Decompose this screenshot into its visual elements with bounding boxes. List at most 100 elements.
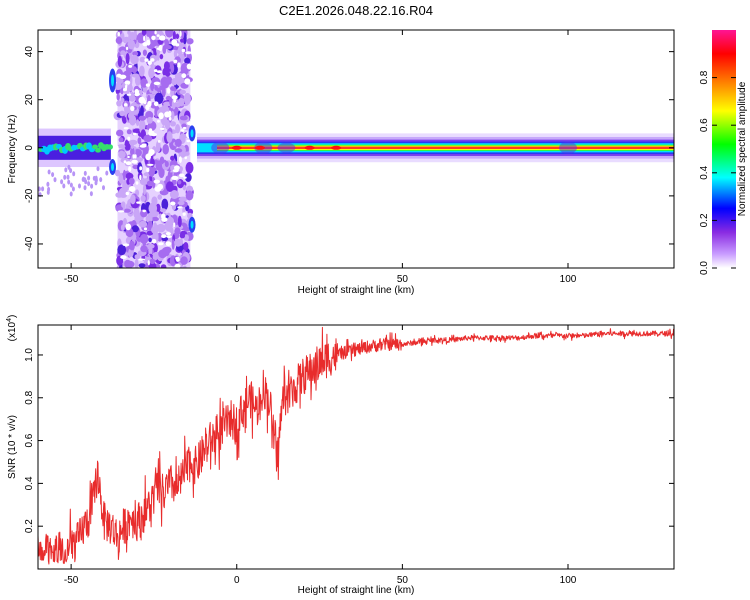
noise-blob: [175, 124, 181, 134]
ridge1-speck: [41, 186, 45, 192]
noise-blob: [148, 237, 152, 243]
y-tick-label: 40: [24, 46, 35, 58]
noise-blob: [177, 201, 185, 206]
ridge1-speck: [87, 175, 91, 181]
noise-blob: [160, 208, 167, 213]
edge-spike-core: [190, 220, 194, 229]
noise-blob: [170, 63, 175, 74]
x-tick-label: 100: [560, 274, 577, 285]
noise-blob: [171, 78, 178, 86]
chart-title: C2E1.2026.048.22.16.R04: [279, 3, 433, 18]
noise-gap: [123, 103, 128, 107]
noise-blob: [131, 66, 138, 74]
noise-blob: [150, 167, 157, 172]
ridge1-speck: [69, 191, 73, 197]
ridge1-speck: [71, 186, 75, 192]
snr-x-axis-label: Height of straight line (km): [298, 585, 415, 596]
noise-gap: [153, 179, 160, 184]
noise-blob: [169, 190, 179, 199]
noise-blob: [127, 39, 136, 50]
noise-gap: [183, 176, 187, 179]
noise-blob: [123, 70, 132, 76]
noise-blob: [182, 207, 186, 214]
noise-blob: [126, 129, 132, 135]
ridge1-speck: [63, 174, 67, 180]
noise-blob: [180, 30, 185, 40]
noise-gap: [143, 35, 146, 42]
x-tick-label: -50: [64, 274, 79, 285]
edge-spike-core: [111, 163, 115, 172]
noise-gap: [175, 43, 180, 47]
noise-blob: [184, 57, 191, 64]
noise-gap: [128, 186, 136, 192]
noise-blob: [161, 198, 169, 211]
ridge1-speck: [94, 175, 98, 181]
noise-gap: [177, 206, 182, 209]
noise-blob: [183, 265, 187, 268]
noise-gap: [128, 166, 132, 173]
noise-gap: [138, 96, 146, 104]
noise-gap: [185, 51, 192, 55]
noise-gap: [123, 160, 127, 164]
noise-blob: [125, 260, 135, 268]
noise-gap: [165, 241, 172, 247]
noise-blob: [134, 254, 141, 260]
noise-gap: [120, 255, 127, 259]
noise-gap: [177, 62, 181, 68]
x-tick-label: 50: [397, 274, 409, 285]
colorbar-tick-label: 0.8: [699, 70, 710, 84]
noise-blob: [118, 187, 128, 198]
ridge1-speck: [96, 166, 100, 172]
y-tick-label: 20: [24, 94, 35, 106]
noise-gap: [156, 47, 162, 51]
y-tick-label: 0.8: [24, 390, 35, 404]
noise-blob: [146, 180, 153, 187]
x-tick-label: -50: [64, 575, 79, 586]
noise-blob: [171, 239, 175, 250]
noise-blob: [163, 61, 170, 71]
noise-blob: [179, 115, 188, 121]
noise-blob: [175, 33, 180, 40]
ridge1-speck: [90, 183, 94, 189]
noise-blob: [162, 144, 169, 155]
spectrogram-frame: [37, 29, 675, 269]
noise-blob: [185, 162, 194, 174]
noise-blob: [124, 104, 129, 114]
noise-gap: [178, 156, 182, 164]
noise-blob: [125, 172, 134, 180]
noise-blob: [128, 32, 137, 41]
noise-blob: [140, 195, 146, 202]
noise-blob: [145, 215, 153, 223]
noise-gap: [128, 64, 133, 68]
noise-gap: [167, 87, 170, 94]
colorbar-gradient: [712, 30, 736, 268]
noise-blob: [160, 264, 167, 268]
noise-gap: [143, 227, 148, 231]
noise-blob: [141, 30, 147, 36]
noise-blob: [170, 121, 176, 127]
noise-blob: [162, 67, 172, 77]
noise-blob: [130, 91, 134, 100]
noise-gap: [161, 213, 166, 220]
noise-blob: [130, 194, 136, 205]
noise-blob: [115, 36, 123, 45]
noise-blob: [151, 90, 158, 95]
noise-gap: [173, 59, 178, 64]
noise-gap: [156, 34, 160, 37]
noise-blob: [114, 169, 121, 177]
noise-blob: [157, 194, 162, 200]
noise-gap: [145, 104, 150, 111]
noise-blob: [186, 38, 194, 45]
noise-blob: [159, 54, 164, 60]
noise-blob: [182, 184, 187, 191]
ridge1-speck: [69, 168, 73, 174]
noise-blob: [149, 258, 156, 265]
noise-gap: [168, 116, 172, 121]
noise-gap: [171, 95, 178, 100]
noise-gap: [175, 256, 180, 262]
noise-gap: [124, 80, 131, 85]
noise-gap: [145, 83, 150, 87]
noise-gap: [147, 260, 150, 266]
noise-gap: [125, 46, 129, 51]
